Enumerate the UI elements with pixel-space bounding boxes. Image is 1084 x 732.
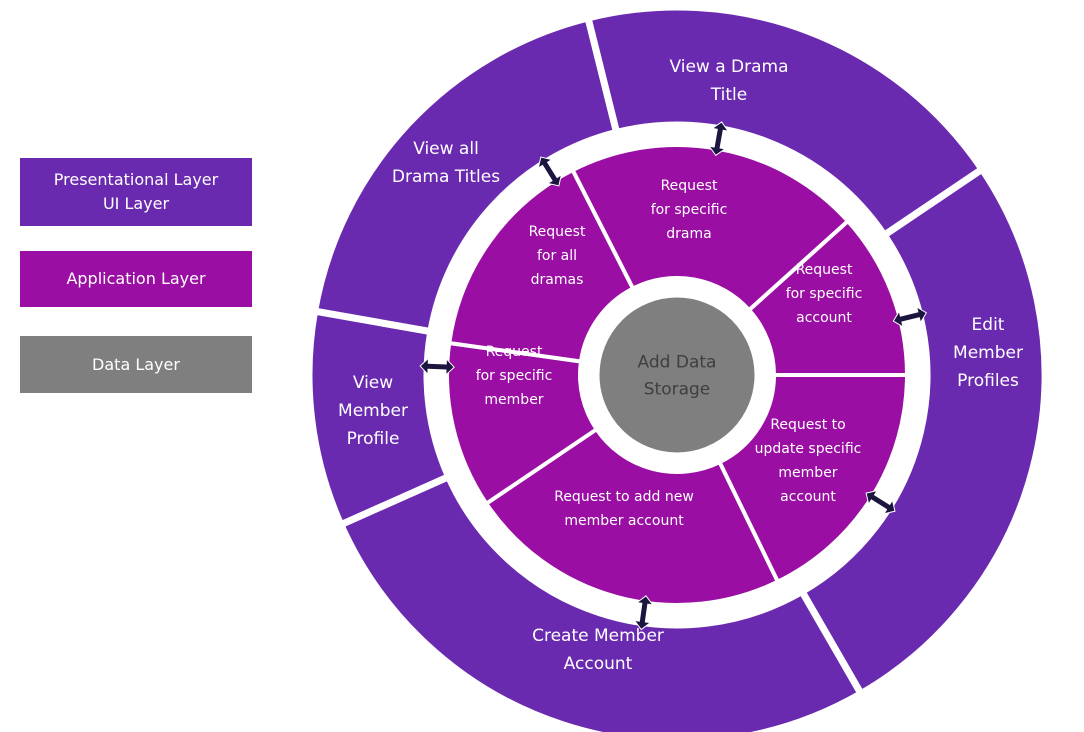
outer-segment-edit-member-profiles (797, 164, 1049, 699)
inner-segment-request-specific-drama (569, 143, 851, 313)
outer-label-view-a-drama-title: View a Drama Title (669, 57, 788, 105)
inner-segment-request-all-dramas (446, 167, 636, 364)
outer-segment-view-all-drama-titles (310, 13, 621, 336)
inner-label-request-specific-drama: Request for specific drama (651, 178, 728, 242)
double-arrow-icon (537, 156, 563, 187)
legend-presentational-layer: Presentational Layer UI Layer (20, 158, 252, 226)
application-ring (445, 143, 910, 607)
outer-segment-create-member-account (336, 472, 866, 732)
data-storage-core (596, 294, 758, 456)
presentational-ring (305, 3, 1049, 732)
inner-label-request-specific-account: Request for specific account (786, 262, 863, 326)
connector-arrows (419, 121, 928, 631)
legend-data-layer: Data Layer (20, 336, 252, 393)
outer-label-create-member-account: Create Member Account (532, 626, 664, 674)
double-arrow-icon (708, 121, 730, 157)
inner-label-request-all-dramas: Request for all dramas (529, 224, 586, 288)
outer-label-view-member-profile: View Member Profile (338, 373, 408, 449)
inner-segment-request-add-member-account (483, 426, 781, 607)
diagram-labels: View a Drama Title Edit Member Profiles Creat… (338, 57, 1023, 674)
inner-label-request-add-member-account: Request to add new member account (554, 489, 694, 529)
outer-label-edit-member-profiles: Edit Member Profiles (953, 315, 1023, 391)
center-label-data-storage: Add Data Storage (638, 353, 717, 400)
inner-segment-request-specific-member (445, 340, 600, 507)
outer-label-view-all-drama-titles: View all Drama Titles (392, 139, 500, 187)
inner-segment-request-specific-account (746, 218, 910, 377)
legend-application-layer: Application Layer (20, 251, 252, 307)
inner-label-request-specific-member: Request for specific member (476, 344, 553, 408)
data-core (596, 294, 758, 456)
double-arrow-icon (419, 357, 455, 377)
double-arrow-icon (633, 595, 654, 631)
double-arrow-icon (892, 305, 928, 328)
inner-segment-request-update-member-account (716, 373, 910, 585)
inner-label-request-update-member-account: Request to update specific member account (755, 417, 862, 505)
double-arrow-icon (865, 489, 896, 515)
